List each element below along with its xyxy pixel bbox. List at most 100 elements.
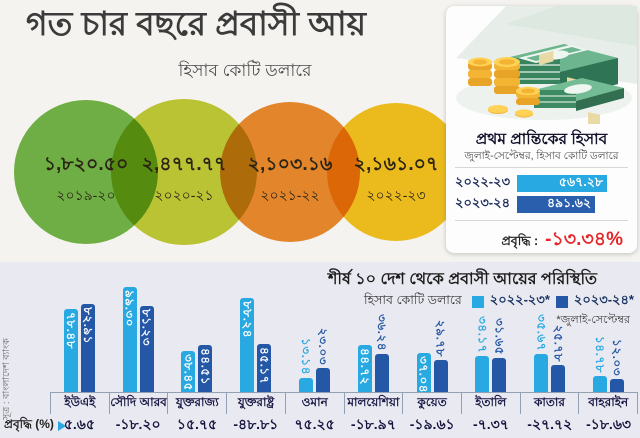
bar-group-ইতালি: ৩৪.১৭ ৩১.৬৫ <box>462 287 521 392</box>
circle-value: ১,৮২০.৫০ <box>43 154 129 175</box>
bar-value-label: ৮৮.২৪ <box>240 301 255 338</box>
growth-value: ১৫.৭৫ <box>176 416 218 432</box>
bar-group-সৌদি আরব: ৯৯.৩০ ৮১.২৩ <box>109 287 168 392</box>
chart-unit-label: হিসাব কোটি ডলারে <box>364 292 462 307</box>
chart-title: শীর্ষ ১০ দেশ থেকে প্রবাসী আয়ের পরিস্থিত… <box>327 271 598 288</box>
legend-swatch <box>555 295 568 308</box>
country-label: ওমান <box>284 393 344 414</box>
growth-value: -১৯.৬১ <box>409 416 455 432</box>
bar-value-label: ১৪.৭৮ <box>593 336 608 373</box>
bar-২০২২-২৩: ৩৪.১৭ <box>475 316 490 392</box>
quarter-bar-rows: ২০২২-২৩ ৫৬৭.২৮ ২০২৩-২৪ ৪৯১.৬২ <box>455 167 628 221</box>
growth-value: -১৮.২০ <box>115 416 161 432</box>
bar-value-label: ৩১.৬৫ <box>492 317 507 355</box>
growth-value: -৪৮.৮১ <box>233 416 279 432</box>
country-label: ইতালি <box>460 393 520 414</box>
circle-year: ২০২১-২২ <box>260 187 320 203</box>
venn-circle-text: ১,৮২০.৫০ ২০১৯-২০ <box>16 150 156 208</box>
bar-২০২২-২৩: ৩৫.৬৭ <box>534 314 549 392</box>
country-label: কাতার <box>519 393 579 414</box>
bar-২০২৩-২৪: ১২.০৩ <box>610 339 625 392</box>
country-label: সৌদি আরব <box>108 393 168 414</box>
bar-value-label: ৩৪.১৭ <box>475 315 490 353</box>
quarter-panel-subtitle: জুলাই-সেপ্টেম্বর, হিসাব কোটি ডলারে <box>464 150 619 162</box>
bar-২০২৩-২৪: ২৫.৭৮ <box>551 325 566 392</box>
legend-label: ২০২২-২৩* <box>489 292 550 307</box>
venn-circle-২০২২-২৩ <box>327 103 465 241</box>
bar-২০২২-২৩: ৮৮.২৪ <box>240 298 255 392</box>
venn-circle-text: ২,১০৩.১৬ ২০২১-২২ <box>220 150 360 208</box>
growth-value: -২৭.৭২ <box>527 416 573 432</box>
venn-circle-text: ২,১৬১.০৭ ২০২২-২৩ <box>326 150 466 208</box>
bar-২০২৩-২৪: ৮১.২৩ <box>139 306 154 392</box>
coin-stack-icons <box>468 57 540 118</box>
bar-value-label: ৪৫.১৭ <box>257 347 272 384</box>
legend-swatch <box>471 295 484 308</box>
growth-value-row: ৫.৬৫ -১৮.২০ ১৫.৭৫ -৪৮.৮১ ৭৫.২৫ -১৮.৯৭ -১৯.৬১ -৭… <box>50 415 638 435</box>
venn-circle-text: ২,৪৭৭.৭৭ ২০২০-২১ <box>114 150 254 208</box>
bar-২০২২-২৩: ৩৮.৪৫ <box>181 351 196 392</box>
chart-footnote: *জুলাই-সেপ্টেম্বর <box>556 314 630 326</box>
bar-value-label: ২৩.০৩ <box>316 327 331 365</box>
bar-value-label: ৩৫.৬৭ <box>534 313 549 351</box>
bar-value-label: ২৯.৭৮ <box>433 319 448 357</box>
bar-value-label: ৩৬.২৪ <box>374 313 389 351</box>
triangle-right-icon <box>57 421 66 431</box>
growth-value: ৭৫.২৫ <box>294 416 335 432</box>
bar-group-কুয়েত: ৩৭.০৪ ২৯.৭৮ <box>403 287 462 394</box>
growth-value: ৫.৬৫ <box>63 416 95 432</box>
bar-group-যুক্তরাজ্য: ৩৮.৪৫ ৪৪.৫১ <box>168 287 227 392</box>
page-subtitle: হিসাব কোটি ডলারে <box>178 61 312 80</box>
country-label: যুক্তরাষ্ট্র <box>226 393 285 414</box>
bar-২০২৩-২৪: ২৯.৭৮ <box>433 320 448 392</box>
quarter-panel-card: প্রথম প্রান্তিকের হিসাব জুলাই-সেপ্টেম্বর… <box>446 6 637 253</box>
quarter-row: ২০২৩-২৪ ৪৯১.৬২ <box>455 194 628 215</box>
chart-source: সূত্র : বাংলাদেশ ব্যাংক <box>1 338 12 420</box>
quarter-row-bar: ৫৬৭.২৮ <box>517 175 607 192</box>
bar-২০২৩-২৪: ৮২.৯১ <box>80 304 95 392</box>
quarter-row: ২০২২-২৩ ৫৬৭.২৮ <box>455 173 628 194</box>
bar-২০২৩-২৪: ৪৪.৫১ <box>198 345 213 392</box>
country-label: মালয়েশিয়া <box>343 393 403 414</box>
bar-value-label: ৪৪.৫১ <box>198 348 213 385</box>
bar-value-label: ৪৪.৭২ <box>357 348 372 386</box>
bar-group-মালয়েশিয়া: ৪৪.৭২ ৩৬.২৪ <box>344 287 403 392</box>
bar-group-বাহরাইন: ১৪.৭৮ ১২.০৩ <box>579 287 638 392</box>
chart-legend: হিসাব কোটি ডলারে ২০২২-২৩* ২০২৩-২৪* <box>364 291 634 312</box>
country-label-row: ইউএই সৌদি আরব যুক্তরাজ্য যুক্তরাষ্ট্র ওমান মা… <box>50 392 639 414</box>
bar-value-label: ১২.০৩ <box>610 338 625 376</box>
bar-value-label: ৩৭.০৪ <box>416 356 431 394</box>
bar-value-label: ৭৮.৪৮ <box>63 312 78 349</box>
page-title: গত চার বছরে প্রবাসী আয় <box>26 5 367 42</box>
circle-year: ২০২২-২৩ <box>366 187 426 203</box>
bar-২০২৩-২৪: ৪৫.১৭ <box>257 344 272 392</box>
bar-২০২২-২৩: ৯৯.৩০ <box>122 287 137 392</box>
bar-value-label: ৮১.২৩ <box>139 309 154 347</box>
quarter-row-year: ২০২৩-২৪ <box>455 195 511 210</box>
country-label: ইউএই <box>50 393 109 414</box>
circle-value: ২,১০৩.১৬ <box>247 154 333 175</box>
bar-২০২৩-২৪: ২৩.০৩ <box>316 328 331 392</box>
bar-value-label: ১৩.১৪ <box>299 338 314 375</box>
circle-value: ২,৪৭৭.৭৭ <box>141 154 227 175</box>
quarter-growth: প্রবৃদ্ধি : -১৩.৩৪% <box>501 225 623 257</box>
legend-label: ২০২৩-২৪* <box>573 292 634 307</box>
bar-২০২৩-২৪: ৩১.৬৫ <box>492 318 507 392</box>
growth-value: -১৮.৬৩ <box>586 416 632 432</box>
bar-২০২২-২৩: ৩৭.০৪ <box>416 353 431 394</box>
bar-group-যুক্তরাষ্ট্র: ৮৮.২৪ ৪৫.১৭ <box>226 287 285 392</box>
bar-value-label: ৮২.৯১ <box>80 307 95 344</box>
country-label: কুয়েত <box>402 393 461 414</box>
bar-group-কাতার: ৩৫.৬৭ ২৫.৭৮ <box>520 287 579 392</box>
bar-২০২২-২৩: ১৩.১৪ <box>299 338 314 392</box>
money-stack-illustration <box>456 6 637 124</box>
bar-chart: ৭৮.৪৮ ৮২.৯১ ৯৯.৩০ ৮১.২৩ ৩৮.৪৫ ৪৪.৫১ ৮৮.২৪ ৪৫.১৭… <box>50 287 638 394</box>
quarter-growth-label: প্রবৃদ্ধি : <box>501 234 539 248</box>
quarter-row-year: ২০২২-২৩ <box>455 174 511 189</box>
country-label: বাহরাইন <box>578 393 639 414</box>
bar-group-ইউএই: ৭৮.৪৮ ৮২.৯১ <box>50 287 109 392</box>
bar-২০২২-২৩: ৭৮.৪৮ <box>63 309 78 392</box>
bar-২০২৩-২৪: ৩৬.২৪ <box>374 314 389 392</box>
bar-২০২২-২৩: ৪৪.৭২ <box>357 345 372 392</box>
growth-row-label: প্রবৃদ্ধি (%) <box>4 416 66 436</box>
